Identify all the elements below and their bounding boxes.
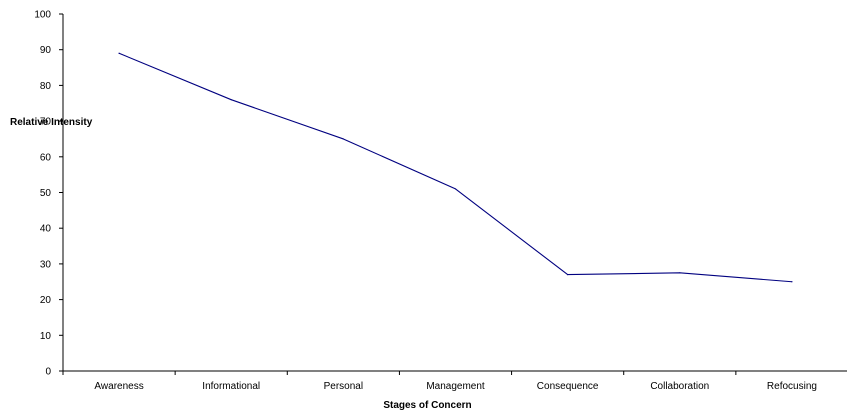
x-category-label: Management: [426, 381, 485, 392]
data-point: [567, 274, 569, 276]
x-axis-ticks: Awareness Informational Personal Management…: [62, 371, 817, 392]
data-point: [791, 281, 793, 283]
data-point: [679, 272, 681, 274]
x-category-label: Informational: [202, 381, 260, 392]
x-axis-title: Stages of Concern: [383, 400, 471, 411]
series-line: [118, 52, 792, 283]
y-tick-label: 90: [40, 45, 52, 56]
x-category-label: Consequence: [537, 381, 599, 392]
x-category-label: Awareness: [94, 381, 143, 392]
data-point: [342, 138, 344, 140]
data-point: [454, 188, 457, 190]
y-tick-label: 50: [40, 188, 52, 199]
y-tick-label: 30: [40, 259, 52, 270]
y-tick-label: 80: [40, 81, 52, 92]
y-axis-ticks: 0 10 20 30 40 50 60 70 80 90 100: [34, 10, 63, 378]
y-tick-label: 0: [45, 367, 51, 378]
data-point: [118, 52, 120, 54]
series-layer: [118, 52, 793, 283]
data-point: [230, 99, 232, 101]
y-tick-label: 20: [40, 295, 52, 306]
x-category-label: Collaboration: [650, 381, 709, 392]
y-tick-label: 10: [40, 331, 52, 342]
y-tick-label: 70: [40, 117, 52, 128]
y-tick-label: 40: [40, 224, 52, 235]
y-axis-title: Relative Intensity: [10, 117, 93, 128]
axes: [62, 14, 847, 372]
x-category-label: Refocusing: [767, 381, 817, 392]
y-tick-label: 100: [34, 10, 51, 21]
x-category-label: Personal: [324, 381, 363, 392]
y-tick-label: 60: [40, 152, 52, 163]
